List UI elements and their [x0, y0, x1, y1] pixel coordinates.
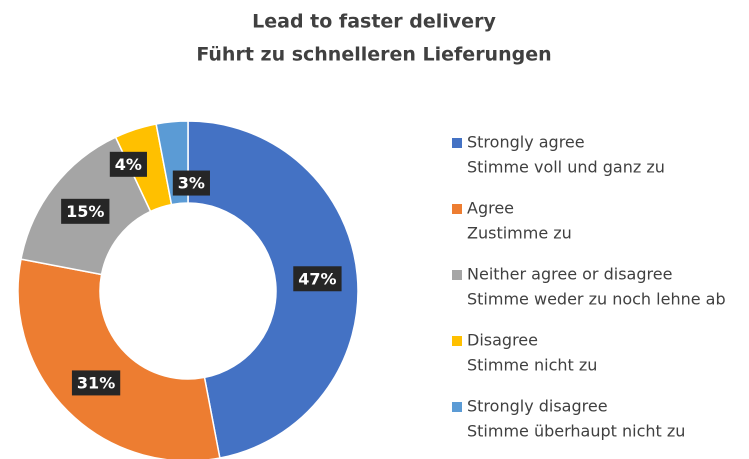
chart-subtitle: Führt zu schnelleren Lieferungen — [196, 44, 551, 66]
legend-label: Strongly disagree — [467, 397, 608, 416]
chart-title: Lead to faster delivery — [252, 11, 496, 33]
data-label-box — [71, 370, 121, 396]
legend-swatch — [452, 138, 462, 148]
data-label-box — [109, 151, 147, 177]
legend-label-translation: Zustimme zu — [467, 224, 572, 243]
legend-label-translation: Stimme voll und ganz zu — [467, 158, 665, 177]
legend-swatch — [452, 336, 462, 346]
legend-label: Strongly agree — [467, 133, 585, 152]
data-label-box — [293, 266, 342, 292]
legend-label-translation: Stimme nicht zu — [467, 356, 597, 375]
data-label: 15% — [66, 202, 104, 221]
legend-swatch — [452, 402, 462, 412]
donut-slice — [17, 258, 221, 459]
data-label: 4% — [115, 155, 142, 174]
data-label: 47% — [298, 269, 336, 288]
data-label: 31% — [77, 373, 115, 392]
legend-label-translation: Stimme überhaupt nicht zu — [467, 422, 685, 441]
legend-swatch — [452, 270, 462, 280]
data-label: 3% — [178, 174, 205, 193]
legend-swatch — [452, 204, 462, 214]
legend-label: Disagree — [467, 331, 538, 350]
data-label-box — [61, 198, 110, 224]
legend-label: Neither agree or disagree — [467, 265, 672, 284]
legend-label-translation: Stimme weder zu noch lehne ab — [467, 290, 726, 309]
donut-slice — [187, 120, 359, 459]
data-label-box — [172, 170, 210, 196]
legend-label: Agree — [467, 199, 514, 218]
